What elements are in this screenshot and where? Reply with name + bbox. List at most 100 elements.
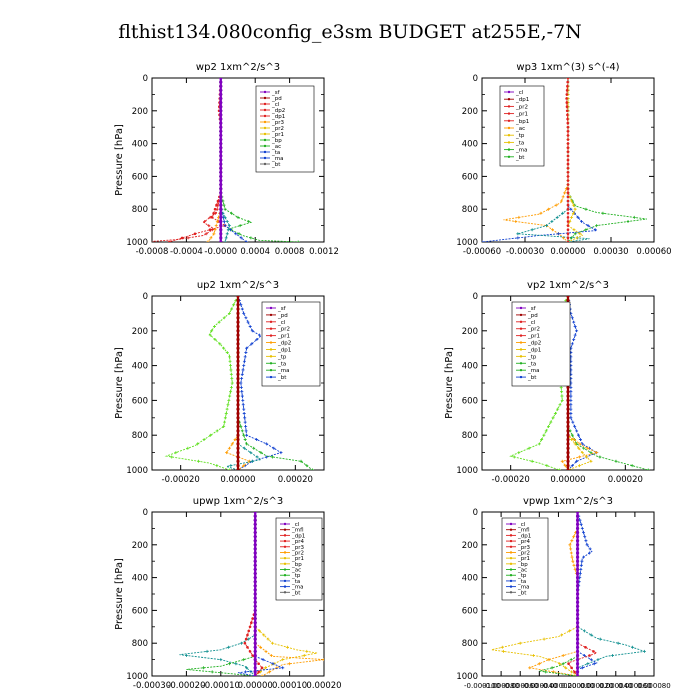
series-point bbox=[236, 337, 240, 342]
series-point bbox=[570, 433, 574, 437]
series-point bbox=[213, 228, 217, 232]
series-point bbox=[572, 563, 576, 567]
legend-entry: _mfl bbox=[517, 528, 530, 534]
series-point bbox=[219, 224, 223, 228]
series-point bbox=[563, 464, 567, 468]
series-point bbox=[219, 219, 223, 224]
series-point bbox=[514, 220, 518, 223]
legend-marker bbox=[509, 574, 513, 577]
legend-entry: _ta bbox=[291, 579, 300, 585]
legend-marker bbox=[509, 568, 513, 571]
series-point bbox=[253, 514, 257, 518]
series-point bbox=[580, 220, 584, 223]
series-point bbox=[566, 236, 570, 240]
series-point bbox=[253, 633, 257, 637]
y-tick-label: 400 bbox=[132, 140, 148, 150]
legend-marker bbox=[507, 155, 511, 158]
series-point bbox=[219, 215, 223, 219]
series-point bbox=[216, 199, 220, 203]
legend-entry: _tp bbox=[291, 573, 301, 579]
series-point bbox=[219, 183, 223, 187]
series-point bbox=[215, 203, 218, 207]
y-tick-label: 600 bbox=[462, 396, 478, 406]
y-tick-label: 800 bbox=[462, 431, 478, 441]
series-point bbox=[586, 662, 590, 666]
panel-title: vpwp 1xm^2/s^3 bbox=[523, 496, 613, 507]
series-point bbox=[270, 455, 274, 459]
series-point bbox=[243, 670, 247, 674]
series-point bbox=[577, 446, 581, 450]
series-point bbox=[236, 372, 240, 376]
series-point bbox=[219, 146, 223, 150]
series-point bbox=[258, 629, 261, 633]
series-point bbox=[219, 105, 223, 109]
series-point bbox=[225, 220, 229, 223]
x-tick-label: 0.000080 bbox=[637, 682, 670, 690]
series-line bbox=[244, 512, 263, 676]
legend-entry: _ta bbox=[527, 361, 536, 367]
series-point bbox=[566, 84, 569, 88]
series-point bbox=[253, 629, 257, 633]
series-point bbox=[566, 179, 570, 182]
series-point bbox=[285, 645, 289, 649]
series-point bbox=[229, 368, 233, 372]
series-line bbox=[491, 512, 579, 676]
series-point bbox=[575, 608, 580, 613]
series-point bbox=[202, 438, 206, 442]
series-point bbox=[559, 199, 563, 203]
series-point bbox=[573, 207, 577, 211]
series-point bbox=[575, 236, 579, 240]
panel-title: upwp 1xm^2/s^3 bbox=[193, 496, 283, 507]
series-point bbox=[302, 654, 306, 657]
legend-entry: _ac bbox=[271, 144, 281, 150]
legend-entry: _bt bbox=[277, 375, 287, 381]
series-point bbox=[205, 649, 209, 653]
series-point bbox=[566, 390, 570, 394]
legend-entry: _ta bbox=[271, 150, 280, 156]
legend-entry: _pr3 bbox=[291, 545, 305, 551]
series-point bbox=[236, 403, 240, 407]
series-point bbox=[544, 670, 548, 674]
series-point bbox=[569, 551, 573, 555]
series-point bbox=[559, 385, 563, 389]
y-tick-label: 800 bbox=[132, 205, 148, 215]
legend-marker bbox=[263, 162, 267, 166]
series-point bbox=[227, 311, 231, 315]
series-line bbox=[237, 296, 283, 470]
series-point bbox=[575, 674, 580, 676]
series-point bbox=[246, 633, 249, 637]
x-tick-label: 0.000000 bbox=[561, 682, 594, 690]
series-point bbox=[229, 372, 233, 376]
legend-entry: _ac bbox=[291, 568, 301, 574]
series-point bbox=[253, 551, 257, 555]
legend-marker bbox=[263, 102, 267, 106]
series-point bbox=[575, 649, 580, 654]
legend-entry: _mfl bbox=[291, 528, 304, 534]
series-point bbox=[236, 350, 240, 355]
series-point bbox=[219, 154, 223, 158]
series-point bbox=[566, 459, 570, 463]
series-point bbox=[250, 459, 254, 463]
series-point bbox=[236, 355, 240, 359]
legend-entry: _pr1 bbox=[527, 334, 540, 340]
legend-marker bbox=[507, 112, 511, 115]
x-tick-label: 0.00060 bbox=[636, 247, 671, 257]
series-point bbox=[193, 232, 197, 236]
series-point bbox=[561, 654, 565, 657]
y-tick-label: 600 bbox=[132, 172, 148, 182]
series-point bbox=[223, 215, 227, 219]
series-point bbox=[516, 236, 520, 240]
x-tick-label: -0.00030 bbox=[506, 247, 544, 257]
legend-entry: _sf bbox=[527, 306, 537, 312]
series-point bbox=[260, 666, 264, 670]
series-point bbox=[167, 240, 171, 242]
series-point bbox=[575, 604, 580, 608]
series-point bbox=[248, 650, 252, 653]
series-point bbox=[512, 455, 516, 459]
series-point bbox=[565, 101, 569, 104]
x-tick-label: -0.00020 bbox=[162, 475, 200, 485]
series-group bbox=[491, 512, 646, 676]
legend-marker bbox=[263, 120, 267, 124]
series-point bbox=[253, 530, 257, 535]
